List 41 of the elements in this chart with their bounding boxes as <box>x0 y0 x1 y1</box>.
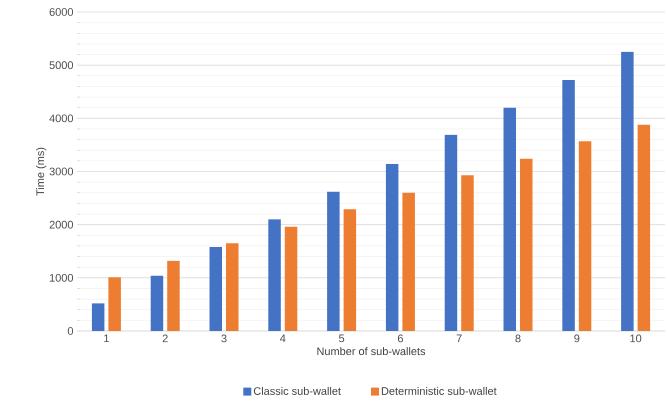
x-tick-label: 8 <box>515 334 521 342</box>
bar <box>210 246 222 331</box>
y-tick-label: 2000 <box>50 220 74 229</box>
bar <box>226 243 239 331</box>
bar <box>461 175 474 331</box>
bar <box>167 260 180 331</box>
x-tick-label: 6 <box>398 334 403 342</box>
x-tick-label: 7 <box>456 334 462 342</box>
bar <box>268 219 281 331</box>
x-tick-label: 4 <box>280 334 286 342</box>
y-tick-label: 1000 <box>50 274 74 282</box>
bar <box>578 141 592 331</box>
y-axis-title: Time (ms) <box>36 148 46 196</box>
y-tick-label: 4000 <box>49 114 74 122</box>
x-axis-title: Number of sub-wallets <box>317 347 426 356</box>
y-tick-label: 3000 <box>50 168 74 176</box>
bar <box>562 80 575 331</box>
bar <box>638 124 650 331</box>
bar <box>402 192 415 331</box>
x-tick-label: 9 <box>574 334 580 342</box>
bar <box>344 209 356 331</box>
legend-label: Deterministic sub-wallet <box>382 386 497 395</box>
bar <box>386 164 398 331</box>
bar <box>284 226 298 331</box>
bar <box>520 158 533 331</box>
x-tick-label: 2 <box>162 334 168 342</box>
y-tick-label: 6000 <box>50 8 74 16</box>
bar <box>504 108 516 331</box>
bar <box>150 276 164 331</box>
legend-label: Classic sub-wallet <box>254 386 341 395</box>
x-tick-label: 3 <box>221 334 227 342</box>
x-tick-label: 1 <box>104 334 109 342</box>
bar <box>327 192 340 331</box>
y-tick-label: 5000 <box>50 61 74 70</box>
bar <box>621 52 634 331</box>
bar <box>108 277 121 331</box>
bar <box>92 303 104 331</box>
x-tick-label: 5 <box>338 334 344 342</box>
y-tick-label: 0 <box>68 327 74 335</box>
x-tick-label: 10 <box>630 334 642 342</box>
bar <box>444 134 458 331</box>
